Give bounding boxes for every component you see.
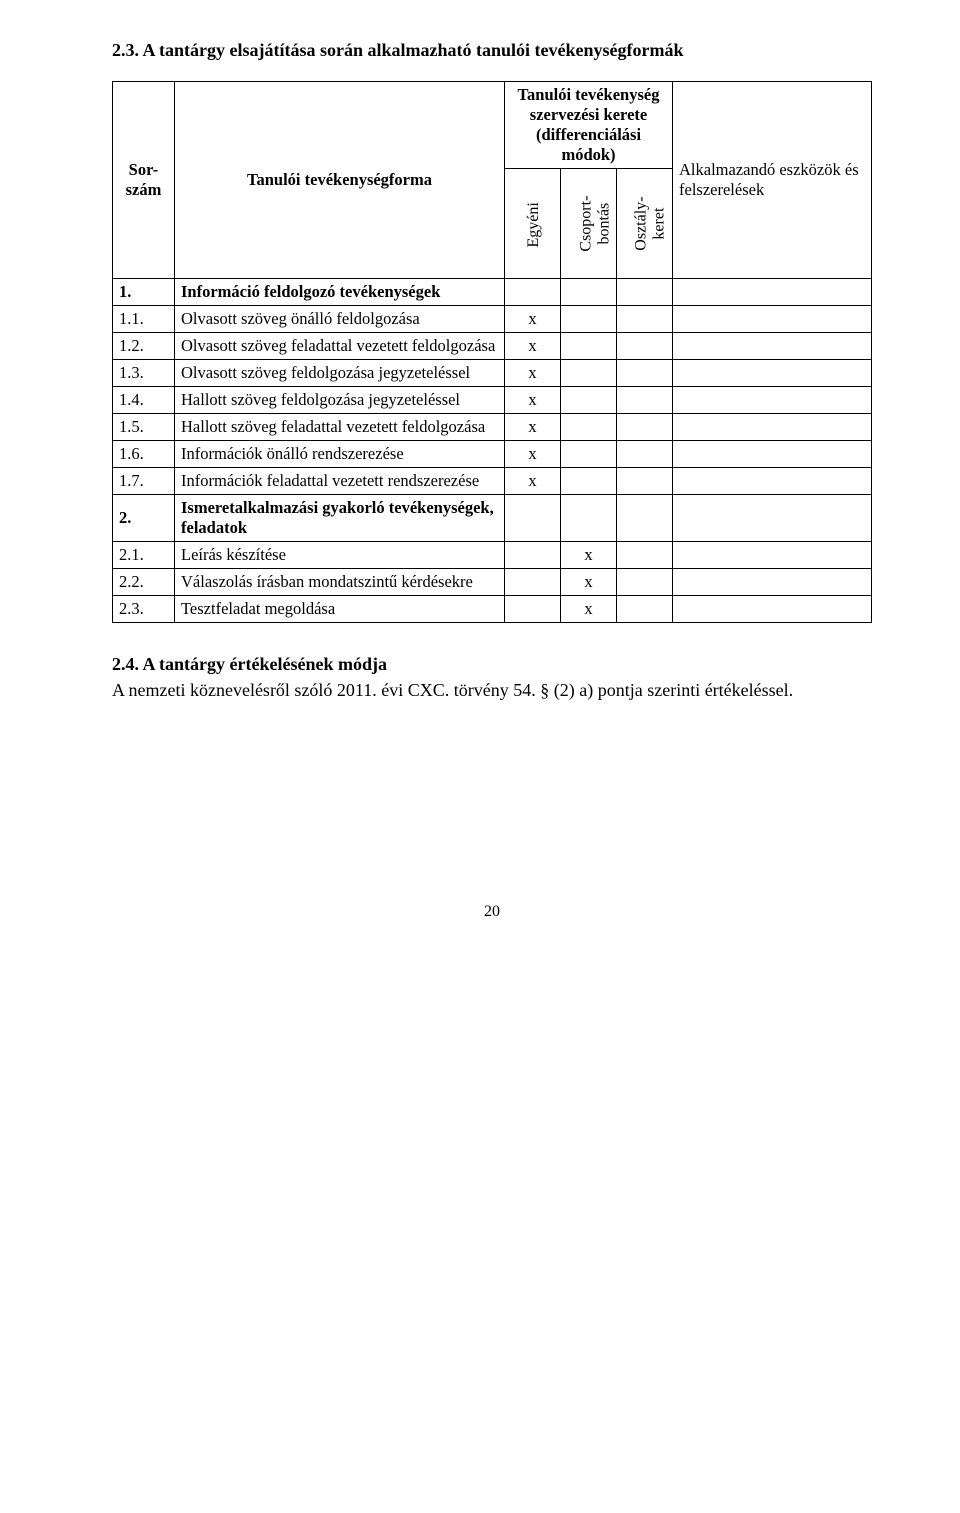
row-tools [673,468,872,495]
header-egyeni: Egyéni [505,169,561,279]
row-osztaly [617,387,673,414]
row-egyeni [505,495,561,542]
header-kerete: Tanulói tevékenység szervezési kerete (d… [505,82,673,169]
row-egyeni: x [505,414,561,441]
row-desc: Tesztfeladat megoldása [175,596,505,623]
header-alkalmazando: Alkalmazandó eszközök és felszerelések [673,82,872,279]
row-egyeni: x [505,360,561,387]
row-num: 1.7. [113,468,175,495]
row-desc: Hallott szöveg feldolgozása jegyzeteléss… [175,387,505,414]
table-row: 1.5.Hallott szöveg feladattal vezetett f… [113,414,872,441]
row-osztaly [617,495,673,542]
table-row: 1.2.Olvasott szöveg feladattal vezetett … [113,333,872,360]
row-csoport [561,279,617,306]
row-csoport [561,468,617,495]
row-egyeni [505,596,561,623]
row-desc: Olvasott szöveg feladattal vezetett feld… [175,333,505,360]
row-num: 1.2. [113,333,175,360]
row-num: 1.5. [113,414,175,441]
row-csoport [561,387,617,414]
header-forma: Tanulói tevékenységforma [175,82,505,279]
activities-table: Sor-szám Tanulói tevékenységforma Tanuló… [112,81,872,623]
section-heading: 2.3. A tantárgy elsajátítása során alkal… [112,40,872,61]
row-osztaly [617,306,673,333]
row-osztaly [617,569,673,596]
row-tools [673,279,872,306]
row-num: 1.4. [113,387,175,414]
row-egyeni: x [505,333,561,360]
row-desc: Információ feldolgozó tevékenységek [175,279,505,306]
row-num: 1.6. [113,441,175,468]
row-egyeni: x [505,306,561,333]
row-desc: Hallott szöveg feladattal vezetett feldo… [175,414,505,441]
row-osztaly [617,441,673,468]
row-egyeni [505,569,561,596]
row-desc: Olvasott szöveg feldolgozása jegyzetelés… [175,360,505,387]
row-tools [673,387,872,414]
header-osztaly: Osztály- keret [617,169,673,279]
page-number: 20 [112,903,872,921]
row-tools [673,495,872,542]
row-egyeni [505,542,561,569]
row-osztaly [617,279,673,306]
table-row: 2.1.Leírás készítése x [113,542,872,569]
row-csoport [561,441,617,468]
row-osztaly [617,596,673,623]
row-tools [673,333,872,360]
row-tools [673,414,872,441]
table-row: 1.1.Olvasott szöveg önálló feldolgozásax [113,306,872,333]
header-csoport: Csoport- bontás [561,169,617,279]
row-egyeni [505,279,561,306]
row-egyeni: x [505,387,561,414]
table-row: 1.6.Információk önálló rendszerezésex [113,441,872,468]
row-csoport: x [561,569,617,596]
row-csoport: x [561,542,617,569]
row-osztaly [617,542,673,569]
row-csoport [561,333,617,360]
row-csoport [561,306,617,333]
row-desc: Válaszolás írásban mondatszintű kérdések… [175,569,505,596]
table-row: 1.3.Olvasott szöveg feldolgozása jegyzet… [113,360,872,387]
table-row: 2.Ismeretalkalmazási gyakorló tevékenysé… [113,495,872,542]
table-row: 1.Információ feldolgozó tevékenységek [113,279,872,306]
row-tools [673,441,872,468]
row-tools [673,569,872,596]
row-desc: Információk önálló rendszerezése [175,441,505,468]
assessment-section: 2.4. A tantárgy értékelésének módja A ne… [112,651,872,703]
row-desc: Olvasott szöveg önálló feldolgozása [175,306,505,333]
row-num: 2.1. [113,542,175,569]
row-tools [673,306,872,333]
row-egyeni: x [505,468,561,495]
row-desc: Információk feladattal vezetett rendszer… [175,468,505,495]
table-row: 2.3.Tesztfeladat megoldása x [113,596,872,623]
row-osztaly [617,414,673,441]
row-csoport: x [561,596,617,623]
row-desc: Leírás készítése [175,542,505,569]
row-csoport [561,495,617,542]
row-num: 1.3. [113,360,175,387]
row-osztaly [617,468,673,495]
row-osztaly [617,360,673,387]
table-row: 2.2.Válaszolás írásban mondatszintű kérd… [113,569,872,596]
row-num: 2.2. [113,569,175,596]
row-egyeni: x [505,441,561,468]
assessment-title: 2.4. A tantárgy értékelésének módja [112,654,387,674]
row-csoport [561,414,617,441]
row-desc: Ismeretalkalmazási gyakorló tevékenysége… [175,495,505,542]
row-tools [673,542,872,569]
row-tools [673,360,872,387]
row-num: 1. [113,279,175,306]
row-num: 1.1. [113,306,175,333]
row-osztaly [617,333,673,360]
row-tools [673,596,872,623]
table-row: 1.4.Hallott szöveg feldolgozása jegyzete… [113,387,872,414]
row-num: 2. [113,495,175,542]
row-num: 2.3. [113,596,175,623]
header-sorszam: Sor-szám [113,82,175,279]
table-row: 1.7.Információk feladattal vezetett rend… [113,468,872,495]
assessment-body: A nemzeti köznevelésről szóló 2011. évi … [112,680,793,700]
row-csoport [561,360,617,387]
